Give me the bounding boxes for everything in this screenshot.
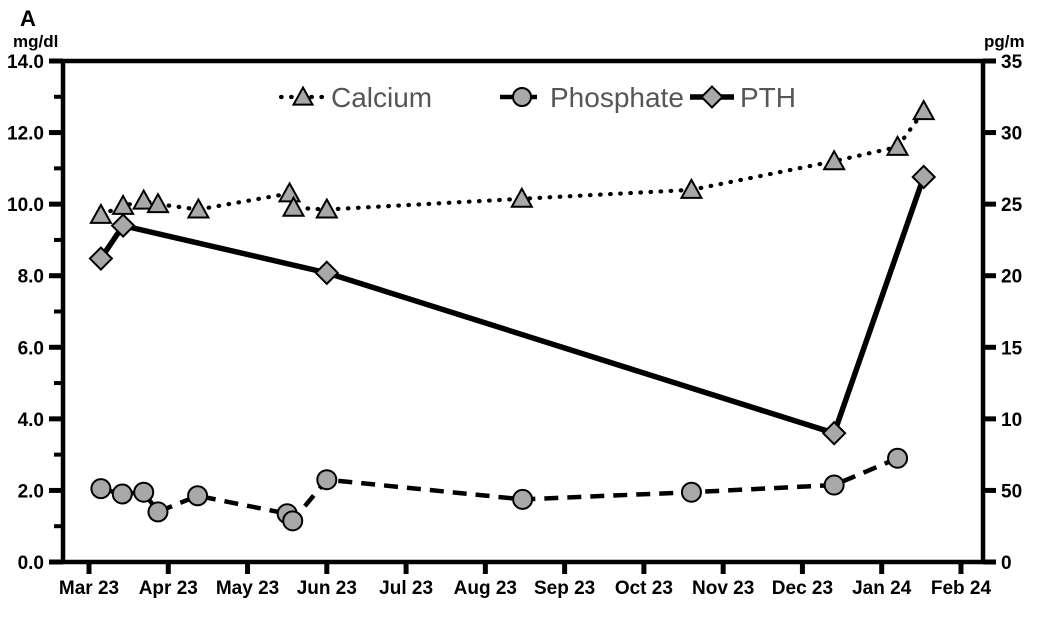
x-axis-tick-label: Mar 23 [59, 578, 119, 599]
pth-marker [911, 164, 937, 190]
series-layer [88, 99, 937, 532]
legend-label: PTH [740, 82, 796, 113]
left-axis-tick-label: 10.0 [7, 195, 44, 216]
legend-item-calcium: Calcium [278, 82, 432, 113]
left-axis-tick-label: 12.0 [7, 124, 44, 145]
x-axis-tick-label: Dec 23 [772, 578, 833, 599]
legend-phosphate-marker [511, 86, 533, 108]
phosphate-marker [187, 485, 209, 507]
right-axis-tick-label: 25 [1001, 195, 1023, 216]
phosphate-line [100, 456, 899, 525]
calcium-marker [315, 197, 339, 219]
right-axis-tick-label: 30 [1001, 124, 1022, 145]
panel-label: A [20, 6, 36, 31]
phosphate-marker [680, 481, 702, 503]
pth-marker [110, 213, 136, 239]
right-axis-tick-label: 10 [1001, 410, 1022, 431]
left-axis-tick-label: 0.0 [18, 553, 44, 574]
right-axis-tick-label: 20 [1001, 267, 1022, 288]
left-axis-tick-label: 2.0 [18, 481, 44, 502]
calcium-marker [679, 177, 704, 199]
calcium-marker [277, 181, 302, 203]
phosphate-marker [282, 510, 304, 532]
calcium-marker [281, 195, 306, 217]
right-axis-tick-label: 0 [1001, 553, 1012, 574]
calcium-line [98, 108, 926, 217]
legend-label: Calcium [331, 82, 432, 113]
right-axis-tick-label: 50 [1001, 481, 1022, 502]
left-axis-tick-label: 8.0 [18, 267, 44, 288]
left-axis-unit-label: mg/dl [13, 32, 58, 51]
x-axis-tick-label: May 23 [216, 578, 279, 599]
right-axis-tick-label: 15 [1001, 338, 1023, 359]
calcium-marker [131, 188, 156, 210]
legend-item-pth: PTH [690, 82, 796, 113]
pth-marker [314, 260, 340, 286]
calcium-marker [885, 134, 910, 156]
right-axis-tick-label: 35 [1001, 52, 1023, 73]
phosphate-marker [823, 474, 845, 496]
x-axis-tick-label: Sep 23 [534, 578, 595, 599]
left-axis-tick-label: 14.0 [7, 52, 44, 73]
legend-pth-marker [700, 85, 724, 109]
left-axis-tick-label: 6.0 [18, 338, 44, 359]
calcium-marker [822, 149, 846, 171]
calcium-marker [186, 197, 211, 219]
calcium-marker [89, 202, 113, 224]
pth-marker [88, 246, 114, 271]
phosphate-marker [147, 501, 169, 523]
legend-item-phosphate: Phosphate [500, 82, 684, 113]
calcium-marker [146, 192, 170, 214]
calcium-marker [510, 186, 534, 208]
series-phosphate [90, 447, 909, 532]
chart-legend: Calcium Phosphate PTH [278, 82, 796, 113]
pth-line [98, 176, 927, 437]
x-axis-tick-label: Apr 23 [139, 578, 198, 599]
series-pth [88, 164, 937, 446]
axes-layer: 0.0 2.0 4.0 6.0 8.0 10.0 12.0 14.0 0 50 10 15 20 25 30… [7, 52, 1023, 599]
phosphate-marker [512, 488, 534, 510]
legend-calcium-marker [291, 85, 315, 106]
phosphate-marker [90, 478, 112, 500]
x-axis-tick-label: Oct 23 [615, 578, 673, 599]
right-axis-unit-label: pg/m [984, 32, 1025, 51]
x-axis-tick-label: Aug 23 [454, 578, 517, 599]
pth-marker [821, 420, 847, 446]
phosphate-marker [887, 447, 909, 469]
phosphate-marker [316, 469, 338, 491]
x-axis-tick-label: Jul 23 [379, 578, 433, 599]
calcium-marker [912, 99, 936, 121]
series-calcium [89, 99, 936, 224]
phosphate-marker [111, 483, 133, 505]
left-axis-tick-label: 4.0 [18, 410, 44, 431]
phosphate-marker [133, 481, 155, 503]
x-axis-tick-label: Jan 24 [852, 578, 912, 599]
x-axis-tick-label: Jun 23 [297, 578, 357, 599]
legend-label: Phosphate [550, 82, 684, 113]
x-axis-tick-label: Feb 24 [931, 578, 992, 599]
x-axis-tick-label: Nov 23 [692, 578, 754, 599]
